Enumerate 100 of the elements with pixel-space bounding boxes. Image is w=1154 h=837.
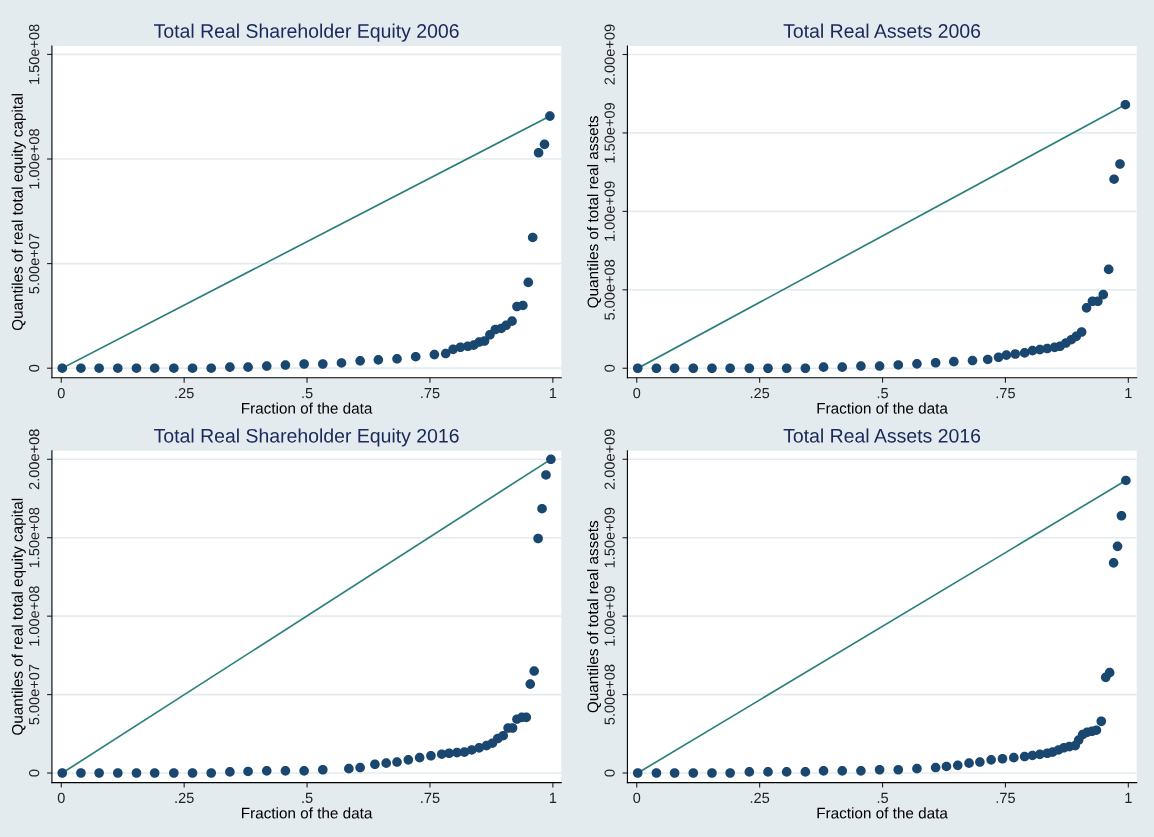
point bbox=[539, 139, 550, 150]
point bbox=[474, 743, 484, 753]
y-axis-title: Quantiles of real total equity capital bbox=[11, 498, 26, 735]
point bbox=[392, 757, 402, 767]
point bbox=[912, 359, 922, 369]
point bbox=[986, 755, 996, 765]
point bbox=[280, 766, 291, 776]
point bbox=[669, 363, 680, 374]
point bbox=[1076, 327, 1087, 337]
point bbox=[1121, 475, 1131, 486]
point bbox=[725, 768, 735, 778]
point bbox=[893, 764, 904, 775]
x-tick-label: .5 bbox=[877, 792, 889, 804]
point bbox=[781, 767, 792, 777]
y-axis-title: Quantiles of real total equity capital bbox=[11, 94, 26, 331]
x-tick-label: 0 bbox=[633, 387, 641, 399]
point bbox=[76, 768, 86, 778]
point bbox=[299, 359, 309, 369]
point bbox=[688, 768, 699, 778]
point bbox=[518, 300, 528, 311]
x-tick-label: 1 bbox=[549, 388, 557, 399]
point bbox=[541, 470, 551, 480]
point bbox=[964, 758, 974, 768]
point bbox=[169, 363, 179, 374]
point bbox=[1019, 348, 1030, 358]
point bbox=[982, 354, 993, 365]
point bbox=[525, 679, 536, 689]
point bbox=[527, 232, 538, 243]
point bbox=[930, 357, 941, 368]
point bbox=[225, 767, 235, 777]
point bbox=[429, 349, 440, 360]
point bbox=[225, 362, 235, 372]
point bbox=[206, 768, 217, 778]
x-tick-label: 1 bbox=[1125, 792, 1132, 803]
chart-title: Total Real Assets 2016 bbox=[783, 428, 981, 443]
point bbox=[523, 277, 534, 288]
point bbox=[952, 760, 963, 771]
point bbox=[930, 762, 941, 773]
x-tick-label: 1 bbox=[549, 792, 557, 803]
point bbox=[707, 363, 717, 374]
point bbox=[781, 363, 792, 374]
y-tick-label: 0 bbox=[29, 364, 40, 372]
point bbox=[533, 147, 544, 158]
x-tick-label: .25 bbox=[750, 387, 770, 399]
point bbox=[533, 533, 543, 544]
point bbox=[57, 363, 68, 374]
point bbox=[94, 363, 104, 374]
x-axis-title: Fraction of the data bbox=[817, 402, 948, 414]
point bbox=[949, 356, 959, 367]
point bbox=[1081, 303, 1092, 313]
y-tick-label: 1.50e+09 bbox=[604, 507, 615, 568]
point bbox=[744, 767, 755, 777]
point bbox=[993, 352, 1004, 363]
x-tick-label: .75 bbox=[996, 792, 1015, 804]
point bbox=[149, 768, 160, 778]
point bbox=[1115, 159, 1125, 169]
y-tick-label: 1.50e+08 bbox=[29, 24, 40, 84]
x-tick-label: 1 bbox=[1125, 388, 1132, 399]
point bbox=[1120, 99, 1131, 110]
y-tick-label: 5.00e+07 bbox=[29, 233, 40, 294]
point bbox=[440, 348, 451, 359]
point bbox=[632, 363, 643, 374]
y-tick-label: 0 bbox=[29, 769, 40, 777]
point bbox=[403, 755, 414, 765]
point bbox=[280, 360, 291, 370]
x-tick-label: .25 bbox=[175, 387, 194, 399]
point bbox=[1112, 541, 1123, 552]
point bbox=[317, 764, 328, 775]
x-tick-label: .75 bbox=[421, 792, 440, 804]
x-tick-label: .75 bbox=[421, 388, 440, 399]
point bbox=[344, 763, 354, 774]
point bbox=[537, 503, 547, 514]
point bbox=[818, 766, 829, 776]
point bbox=[355, 762, 365, 773]
point bbox=[800, 363, 811, 374]
point bbox=[370, 759, 380, 770]
point bbox=[546, 454, 556, 465]
point bbox=[187, 768, 198, 778]
x-tick-label: 0 bbox=[57, 387, 65, 399]
point bbox=[299, 766, 309, 776]
point bbox=[373, 355, 384, 365]
y-tick-label: 0 bbox=[604, 769, 615, 777]
point bbox=[529, 666, 539, 676]
y-tick-label: 5.00e+07 bbox=[29, 664, 40, 725]
point bbox=[57, 768, 68, 778]
point bbox=[688, 363, 699, 374]
point bbox=[112, 768, 123, 778]
point bbox=[1008, 752, 1019, 763]
x-tick-label: .5 bbox=[302, 388, 313, 399]
point bbox=[632, 768, 643, 778]
y-tick-label: 2.00e+09 bbox=[604, 24, 615, 85]
x-tick-label: .25 bbox=[750, 792, 770, 804]
y-tick-label: 1.00e+08 bbox=[29, 129, 40, 189]
point bbox=[651, 363, 662, 374]
point bbox=[545, 111, 555, 121]
point bbox=[763, 363, 773, 374]
point bbox=[1116, 510, 1127, 521]
point bbox=[410, 351, 421, 362]
point bbox=[498, 730, 509, 741]
point bbox=[131, 363, 142, 374]
